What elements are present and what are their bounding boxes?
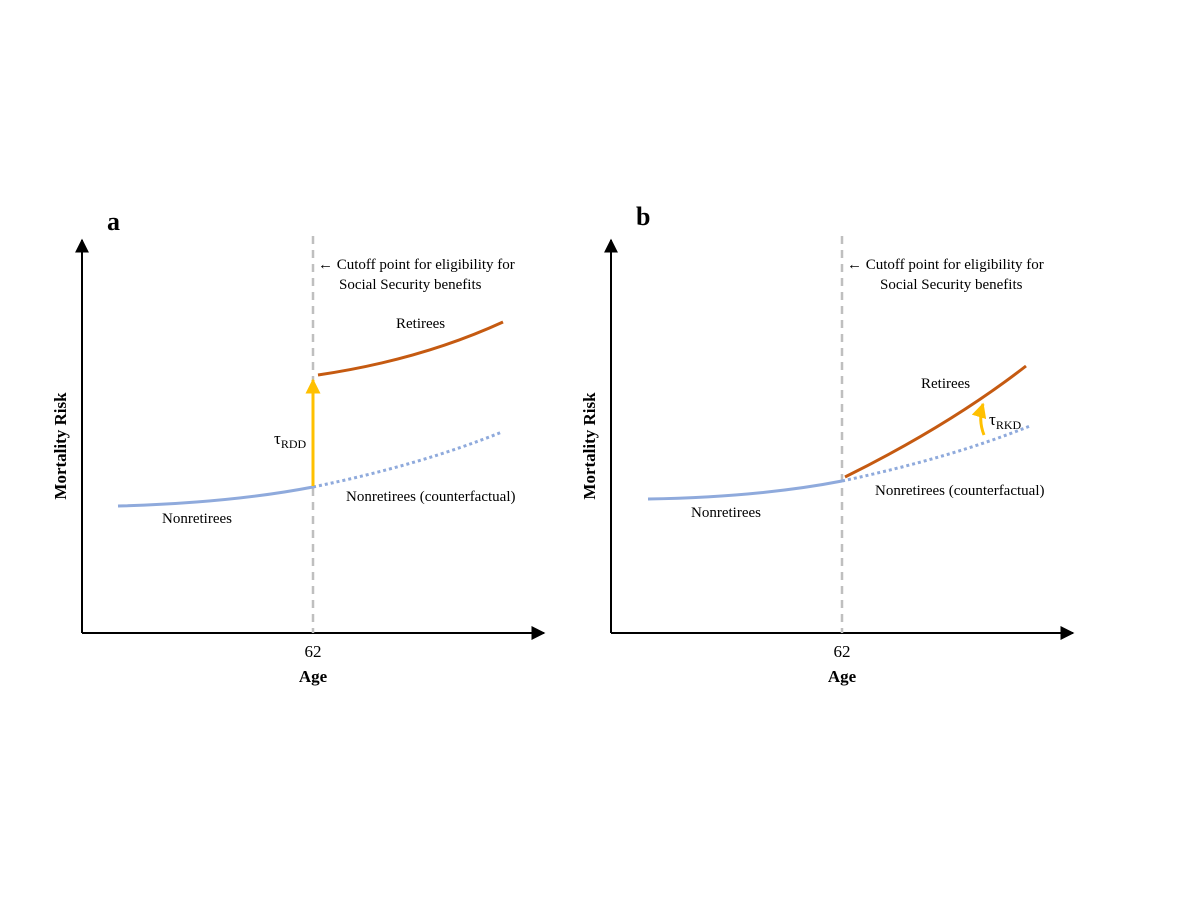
cutoff-tick-label: 62 — [305, 642, 322, 661]
counterfactual-label: Nonretirees (counterfactual) — [875, 483, 1045, 499]
cutoff-tick-label: 62 — [834, 642, 851, 661]
panel-letter: a — [107, 207, 120, 236]
counterfactual-label: Nonretirees (counterfactual) — [346, 489, 516, 505]
x-axis-title: Age — [828, 667, 857, 686]
nonretirees-label: Nonretirees — [162, 511, 232, 527]
nonretirees-curve — [647, 479, 843, 501]
retirees-label: Retirees — [921, 376, 970, 392]
panel-b: b Mortality Risk Age 62 ← Cutoff point f… — [580, 202, 1075, 686]
effect-label: τRKD — [989, 410, 1022, 432]
cutoff-annotation-line1: ← Cutoff point for eligibility for — [318, 257, 515, 273]
x-axis-title: Age — [299, 667, 328, 686]
nonretirees-curve — [117, 485, 314, 508]
retirees-curve — [844, 364, 1027, 479]
cutoff-annotation-line2: Social Security benefits — [880, 277, 1023, 293]
cutoff-annotation-line2: Social Security benefits — [339, 277, 482, 293]
cutoff-annotation-line1: ← Cutoff point for eligibility for — [847, 257, 1044, 273]
y-axis-title: Mortality Risk — [51, 392, 70, 500]
effect-symbol: τ — [274, 429, 281, 448]
effect-subscript: RKD — [996, 418, 1022, 432]
nonretirees-label: Nonretirees — [691, 505, 761, 521]
effect-label: τRDD — [274, 429, 307, 451]
counterfactual-curve — [312, 430, 503, 489]
retirees-curve — [317, 320, 504, 377]
y-axis-title: Mortality Risk — [580, 392, 599, 500]
effect-subscript: RDD — [281, 437, 307, 451]
panel-letter: b — [636, 202, 650, 231]
retirees-label: Retirees — [396, 316, 445, 332]
panel-a: a Mortality Risk Age 62 ← Cutoff point f… — [51, 207, 546, 686]
effect-arrow — [971, 402, 987, 436]
effect-symbol: τ — [989, 410, 996, 429]
counterfactual-curve — [841, 424, 1031, 483]
